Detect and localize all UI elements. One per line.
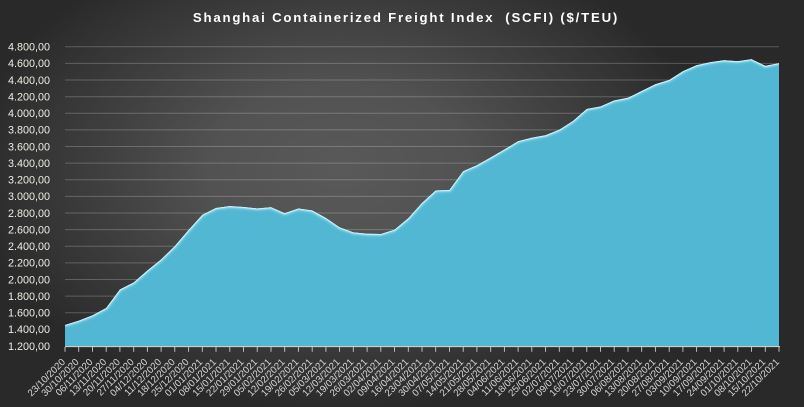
svg-text:4.200,00: 4.200,00	[8, 92, 50, 104]
svg-text:3.800,00: 3.800,00	[8, 125, 50, 137]
svg-text:4.400,00: 4.400,00	[8, 75, 50, 87]
svg-text:4.600,00: 4.600,00	[8, 58, 50, 70]
svg-text:1.200,00: 1.200,00	[8, 341, 50, 353]
svg-text:1.800,00: 1.800,00	[8, 291, 50, 303]
svg-text:2.200,00: 2.200,00	[8, 258, 50, 270]
svg-text:3.200,00: 3.200,00	[8, 175, 50, 187]
svg-text:4.800,00: 4.800,00	[8, 42, 50, 54]
svg-text:2.600,00: 2.600,00	[8, 224, 50, 236]
svg-text:Shanghai Containerized Freight: Shanghai Containerized Freight Index (SC…	[193, 10, 619, 25]
svg-text:2.000,00: 2.000,00	[8, 274, 50, 286]
svg-text:3.000,00: 3.000,00	[8, 191, 50, 203]
svg-text:1.600,00: 1.600,00	[8, 308, 50, 320]
svg-text:4.000,00: 4.000,00	[8, 108, 50, 120]
svg-text:2.400,00: 2.400,00	[8, 241, 50, 253]
svg-text:1.400,00: 1.400,00	[8, 324, 50, 336]
svg-text:2.800,00: 2.800,00	[8, 208, 50, 220]
svg-text:3.400,00: 3.400,00	[8, 158, 50, 170]
svg-text:3.600,00: 3.600,00	[8, 141, 50, 153]
